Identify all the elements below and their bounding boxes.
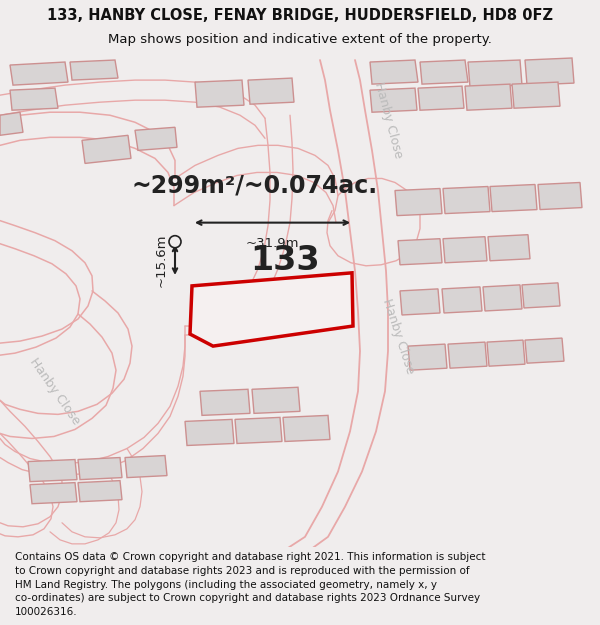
Polygon shape [28,459,77,482]
Text: Map shows position and indicative extent of the property.: Map shows position and indicative extent… [108,33,492,46]
Polygon shape [442,287,482,313]
Polygon shape [252,388,300,413]
Polygon shape [483,285,522,311]
Polygon shape [443,186,490,214]
Text: Hanby Close: Hanby Close [27,356,83,427]
Text: Hanby Close: Hanby Close [380,297,416,376]
Text: Hanby Close: Hanby Close [371,81,404,160]
Polygon shape [522,283,560,308]
Text: ~299m²/~0.074ac.: ~299m²/~0.074ac. [132,174,378,198]
Polygon shape [538,182,582,209]
Polygon shape [398,239,442,265]
Text: 100026316.: 100026316. [15,607,77,617]
Polygon shape [10,88,58,110]
Polygon shape [0,112,23,135]
Polygon shape [248,78,294,104]
Polygon shape [512,82,560,108]
Polygon shape [125,456,167,478]
Polygon shape [70,60,118,80]
Polygon shape [400,289,440,315]
Polygon shape [135,127,177,151]
Polygon shape [370,88,417,112]
Polygon shape [370,60,418,84]
Polygon shape [195,80,244,107]
Polygon shape [82,135,131,163]
Polygon shape [418,86,464,110]
Polygon shape [408,344,447,370]
Polygon shape [420,60,468,84]
Polygon shape [10,62,68,85]
Polygon shape [283,416,330,441]
Polygon shape [443,237,487,262]
Text: ~31.9m: ~31.9m [245,237,299,250]
Polygon shape [190,273,353,346]
Polygon shape [525,338,564,363]
Polygon shape [487,340,525,366]
Polygon shape [30,482,77,504]
Polygon shape [395,189,442,216]
Polygon shape [465,84,512,110]
Circle shape [169,236,181,248]
Polygon shape [185,419,234,446]
Text: to Crown copyright and database rights 2023 and is reproduced with the permissio: to Crown copyright and database rights 2… [15,566,470,576]
Text: Contains OS data © Crown copyright and database right 2021. This information is : Contains OS data © Crown copyright and d… [15,552,485,562]
Polygon shape [78,481,122,502]
Text: ~15.6m: ~15.6m [155,233,167,286]
Polygon shape [448,342,487,368]
Polygon shape [488,234,530,261]
Text: 133: 133 [250,244,320,278]
Polygon shape [78,458,122,479]
Polygon shape [200,389,250,416]
Polygon shape [490,184,537,212]
Text: co-ordinates) are subject to Crown copyright and database rights 2023 Ordnance S: co-ordinates) are subject to Crown copyr… [15,593,480,603]
Text: HM Land Registry. The polygons (including the associated geometry, namely x, y: HM Land Registry. The polygons (includin… [15,580,437,590]
Text: 133, HANBY CLOSE, FENAY BRIDGE, HUDDERSFIELD, HD8 0FZ: 133, HANBY CLOSE, FENAY BRIDGE, HUDDERSF… [47,8,553,23]
Polygon shape [468,60,522,87]
Polygon shape [235,418,282,444]
Polygon shape [525,58,574,85]
